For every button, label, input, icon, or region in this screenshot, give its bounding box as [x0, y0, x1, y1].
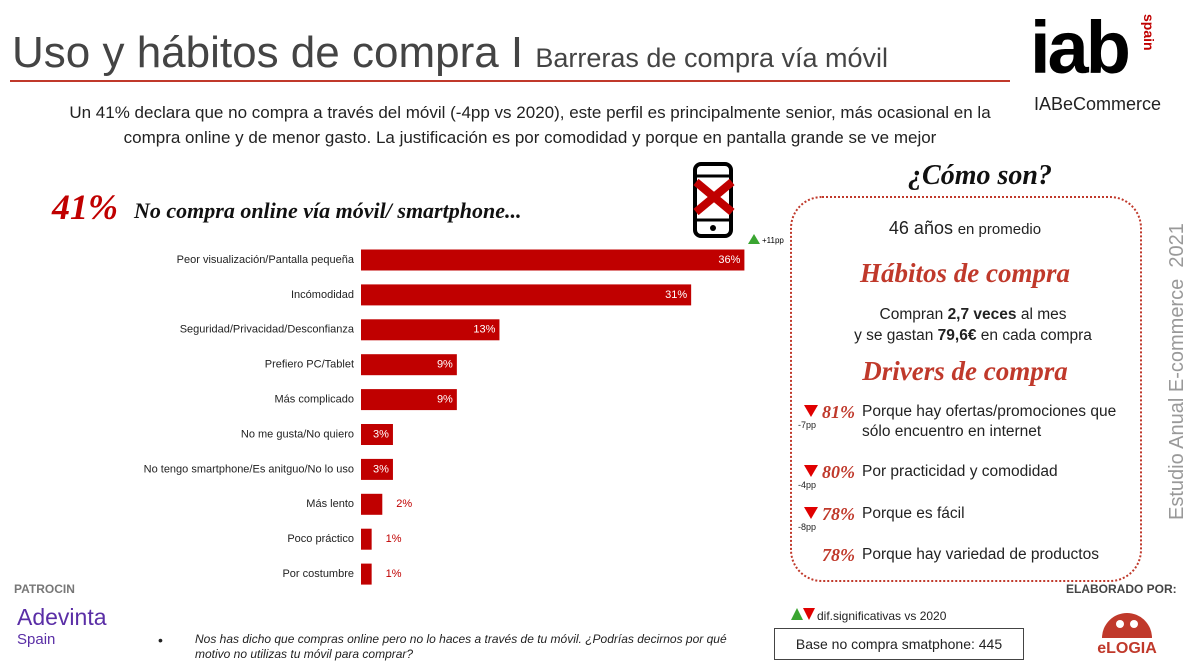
category-label: No me gusta/No quiero: [241, 428, 354, 440]
driver-change: -8pp: [798, 522, 817, 532]
base: Base no compra smatphone: 445: [774, 628, 1024, 660]
side-label: Estudio Anual E-commerce 2021: [1166, 223, 1187, 520]
down-arrow-shape: [804, 507, 818, 519]
cross: [693, 178, 735, 216]
category-label: Por costumbre: [282, 568, 354, 580]
bar: [361, 249, 745, 271]
habits-text: y se gastan: [854, 327, 934, 344]
driver-pct: 78%: [822, 545, 855, 565]
phone-body: [693, 162, 733, 238]
bar: [361, 284, 692, 306]
phone-button: [710, 225, 716, 231]
driver-pct: 81%: [822, 402, 855, 422]
subtitle: Barreras de compra vía móvil: [535, 43, 888, 73]
value-label: 2%: [396, 498, 412, 510]
legend-icon: [791, 608, 815, 620]
driver-text: Porque hay ofertas/promociones que sólo …: [862, 403, 1117, 440]
value-label: 31%: [665, 289, 687, 301]
logo: iab: [1030, 6, 1131, 89]
sponsor-sub: Spain: [17, 631, 56, 648]
habits-text: Compran: [879, 306, 944, 323]
age-note: en promedio: [957, 221, 1042, 238]
drivers-title: Drivers de compra: [862, 356, 1068, 386]
down-arrow: [803, 608, 815, 620]
made-by: ELABORADO POR:: [1066, 582, 1177, 596]
bar: [361, 493, 383, 515]
driver-text: Porque es fácil: [862, 505, 965, 522]
category-label: Incómodidad: [291, 289, 354, 301]
up-arrow: [791, 608, 803, 620]
value-label: 3%: [373, 428, 389, 440]
title: Uso y hábitos de compra I: [12, 28, 524, 77]
category-label: Prefiero PC/Tablet: [265, 359, 354, 371]
down-arrow: [804, 465, 818, 477]
chart: +11pp Peor visualización/Pantalla pequeñ…: [144, 234, 784, 585]
age-row: 46 años en promedio: [790, 218, 1140, 239]
category-label: Poco práctico: [287, 533, 354, 545]
profile-box: [790, 196, 1142, 582]
frequency: 2,7 veces: [947, 306, 1017, 323]
driver-change: -7pp: [798, 420, 817, 430]
intro: Un 41% declara que no compra a través de…: [69, 103, 991, 147]
value-label: 9%: [437, 359, 453, 371]
down-arrow: [804, 405, 818, 417]
up-arrow: [748, 234, 760, 244]
bar: [361, 528, 372, 550]
legend: dif.significativas vs 2020: [817, 609, 947, 623]
bar: [361, 563, 372, 585]
age: 46 años: [888, 218, 953, 238]
bar: [361, 458, 393, 480]
title-rule: [10, 80, 1010, 82]
value-label: 13%: [473, 324, 495, 336]
note: Nos has dicho que compras online pero no…: [195, 632, 727, 661]
bullet: •: [158, 632, 163, 648]
bar: [361, 319, 500, 341]
logo-tag: spain: [1141, 14, 1157, 51]
category-label: Peor visualización/Pantalla pequeña: [177, 254, 355, 266]
maker: eLOGIA: [1097, 640, 1157, 657]
sponsor-label: PATROCIN: [14, 582, 75, 596]
down-arrow-shape: [804, 405, 818, 417]
driver-pct: 78%: [822, 504, 855, 524]
habits-text: al mes: [1020, 306, 1067, 323]
profile-heading: ¿Cómo son?: [908, 160, 1052, 191]
value-label: 3%: [373, 463, 389, 475]
habits-title: Hábitos de compra: [860, 258, 1070, 288]
bar: [361, 389, 457, 411]
title-row: Uso y hábitos de compra I Barreras de co…: [12, 28, 888, 78]
value-label: 1%: [386, 568, 402, 580]
down-arrow: [804, 507, 818, 519]
spend: 79,6€: [937, 327, 977, 344]
maker-eye: [1130, 620, 1138, 628]
phone-icon: [693, 162, 735, 238]
category-label: Más lento: [306, 498, 354, 510]
brand: IABeCommerce: [1034, 94, 1162, 114]
maker-shape: [1102, 613, 1152, 638]
category-label: Seguridad/Privacidad/Desconfianza: [180, 324, 355, 336]
habits-text: en cada compra: [980, 327, 1092, 344]
chart-title: No compra online vía móvil/ smartphone..…: [134, 198, 522, 223]
driver-text: Porque hay variedad de productos: [862, 546, 1099, 563]
down-arrow-shape: [804, 465, 818, 477]
value-label: 9%: [437, 394, 453, 406]
habits: Compran 2,7 veces al mes y se gastan 79,…: [790, 304, 1156, 346]
category-label: Más complicado: [275, 394, 354, 406]
category-label: No tengo smartphone/Es anitguo/No lo uso: [144, 463, 354, 475]
sponsor: Adevinta: [17, 604, 107, 630]
annotation: +11pp: [762, 236, 784, 245]
driver-text: Por practicidad y comodidad: [862, 463, 1058, 480]
bar: [361, 354, 457, 376]
value-label: 1%: [386, 533, 402, 545]
maker-eye: [1116, 620, 1124, 628]
maker-icon: [1102, 613, 1152, 638]
bar: [361, 424, 393, 445]
value-label: 36%: [718, 254, 740, 266]
driver-change: -4pp: [798, 480, 817, 490]
driver-pct: 80%: [822, 462, 855, 482]
headline: 41%: [52, 187, 118, 227]
